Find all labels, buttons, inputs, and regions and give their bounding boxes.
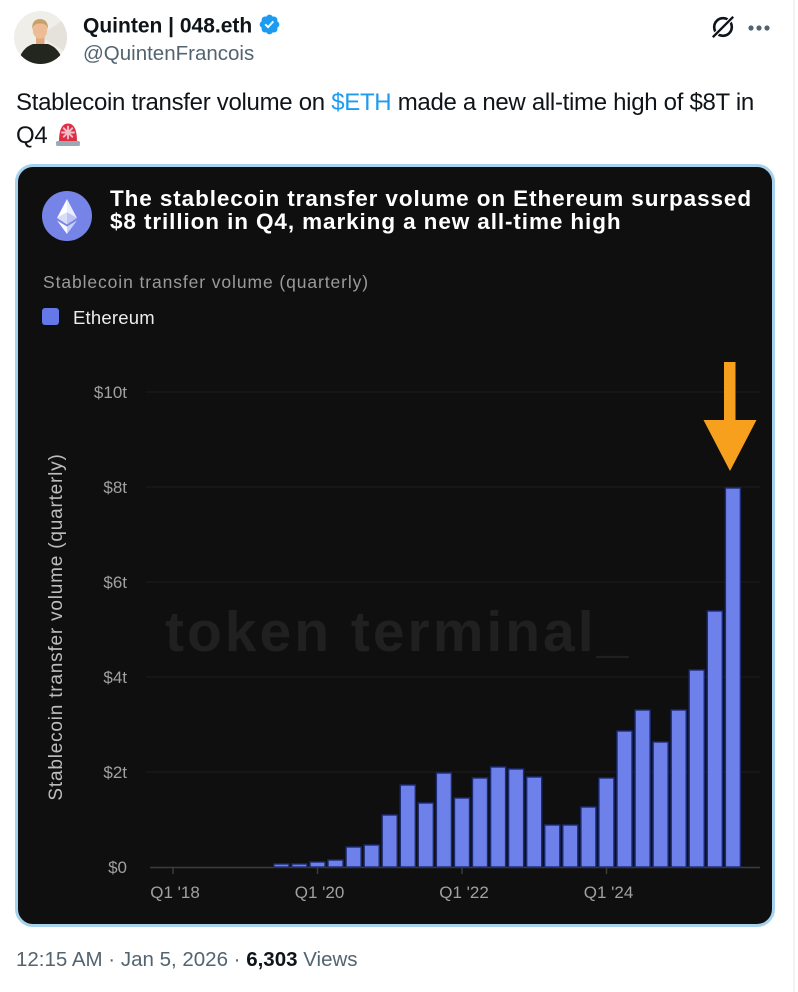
svg-text:Q1 '22: Q1 '22	[439, 883, 489, 902]
svg-text:Stablecoin transfer volume (qu: Stablecoin transfer volume (quarterly)	[46, 453, 67, 800]
svg-text:Q1 '18: Q1 '18	[150, 883, 200, 902]
svg-text:$6t: $6t	[103, 573, 127, 592]
svg-text:$0: $0	[108, 858, 127, 877]
svg-text:Q1 '20: Q1 '20	[295, 883, 345, 902]
svg-text:token terminal_: token terminal_	[165, 600, 631, 664]
svg-text:$10t: $10t	[94, 383, 127, 402]
svg-text:Q1 '24: Q1 '24	[584, 883, 634, 902]
svg-text:$8t: $8t	[103, 478, 127, 497]
svg-text:$4t: $4t	[103, 668, 127, 687]
svg-text:$2t: $2t	[103, 763, 127, 782]
